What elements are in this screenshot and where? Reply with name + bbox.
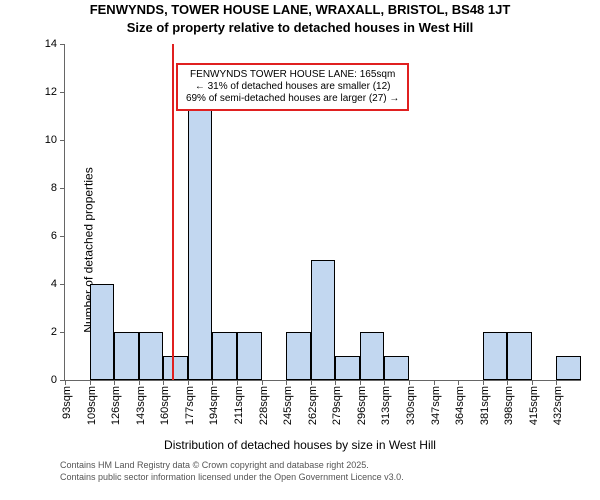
histogram-bar: [212, 332, 237, 380]
histogram-bar: [286, 332, 311, 380]
histogram-bar: [556, 356, 581, 380]
x-tick: [384, 380, 385, 385]
x-tick-label: 415sqm: [528, 386, 540, 425]
x-tick: [188, 380, 189, 385]
x-tick: [114, 380, 115, 385]
x-tick: [507, 380, 508, 385]
x-tick-label: 177sqm: [184, 386, 196, 425]
annotation-line3: 69% of semi-detached houses are larger (…: [186, 93, 399, 105]
x-tick: [90, 380, 91, 385]
x-tick: [360, 380, 361, 385]
x-tick-label: 432sqm: [552, 386, 564, 425]
x-tick-label: 160sqm: [159, 386, 171, 425]
x-tick-label: 211sqm: [233, 386, 245, 424]
highlight-line: [172, 44, 174, 380]
histogram-bar: [114, 332, 139, 380]
x-tick-label: 93sqm: [61, 386, 73, 419]
x-tick-label: 347sqm: [430, 386, 442, 425]
x-tick: [483, 380, 484, 385]
histogram-bar: [483, 332, 508, 380]
x-tick-label: 364sqm: [454, 386, 466, 425]
x-tick-label: 313sqm: [380, 386, 392, 425]
y-tick-label: 0: [51, 374, 65, 386]
x-tick: [286, 380, 287, 385]
x-axis-label: Distribution of detached houses by size …: [0, 438, 600, 452]
chart-container: FENWYNDS, TOWER HOUSE LANE, WRAXALL, BRI…: [0, 0, 600, 500]
y-tick-label: 4: [51, 278, 65, 290]
y-tick-label: 10: [45, 134, 65, 146]
y-tick-label: 6: [51, 230, 65, 242]
x-tick: [532, 380, 533, 385]
histogram-bar: [311, 260, 336, 380]
annotation-line1: FENWYNDS TOWER HOUSE LANE: 165sqm: [186, 69, 399, 81]
x-tick-label: 381sqm: [479, 386, 491, 425]
histogram-bar: [384, 356, 409, 380]
x-tick-label: 228sqm: [258, 386, 270, 425]
x-tick: [458, 380, 459, 385]
histogram-bar: [237, 332, 262, 380]
x-tick: [163, 380, 164, 385]
x-tick-label: 398sqm: [503, 386, 515, 425]
histogram-bar: [90, 284, 115, 380]
x-tick-label: 296sqm: [356, 386, 368, 425]
x-tick: [237, 380, 238, 385]
x-tick: [409, 380, 410, 385]
y-tick-label: 12: [45, 86, 65, 98]
annotation-box: FENWYNDS TOWER HOUSE LANE: 165sqm← 31% o…: [176, 63, 409, 111]
plot-area: 0246810121493sqm109sqm126sqm143sqm160sqm…: [64, 44, 581, 381]
x-tick-label: 109sqm: [86, 386, 98, 425]
footnote-line2: Contains public sector information licen…: [60, 472, 404, 482]
x-tick: [311, 380, 312, 385]
x-tick-label: 194sqm: [208, 386, 220, 425]
histogram-bar: [507, 332, 532, 380]
annotation-line2: ← 31% of detached houses are smaller (12…: [186, 81, 399, 93]
x-tick-label: 279sqm: [331, 386, 343, 425]
x-tick: [139, 380, 140, 385]
histogram-bar: [335, 356, 360, 380]
x-tick: [434, 380, 435, 385]
chart-title-line2: Size of property relative to detached ho…: [0, 20, 600, 35]
histogram-bar: [360, 332, 385, 380]
y-tick-label: 14: [45, 38, 65, 50]
x-tick-label: 126sqm: [110, 386, 122, 425]
x-tick: [65, 380, 66, 385]
histogram-bar: [163, 356, 188, 380]
histogram-bar: [139, 332, 164, 380]
x-tick: [335, 380, 336, 385]
x-tick: [262, 380, 263, 385]
y-tick-label: 8: [51, 182, 65, 194]
x-tick-label: 245sqm: [282, 386, 294, 425]
x-tick-label: 330sqm: [405, 386, 417, 425]
chart-title-line1: FENWYNDS, TOWER HOUSE LANE, WRAXALL, BRI…: [0, 2, 600, 17]
x-tick-label: 262sqm: [307, 386, 319, 425]
histogram-bar: [188, 92, 213, 380]
x-tick: [556, 380, 557, 385]
x-tick-label: 143sqm: [135, 386, 147, 425]
x-tick: [212, 380, 213, 385]
y-tick-label: 2: [51, 326, 65, 338]
footnote-line1: Contains HM Land Registry data © Crown c…: [60, 460, 369, 470]
